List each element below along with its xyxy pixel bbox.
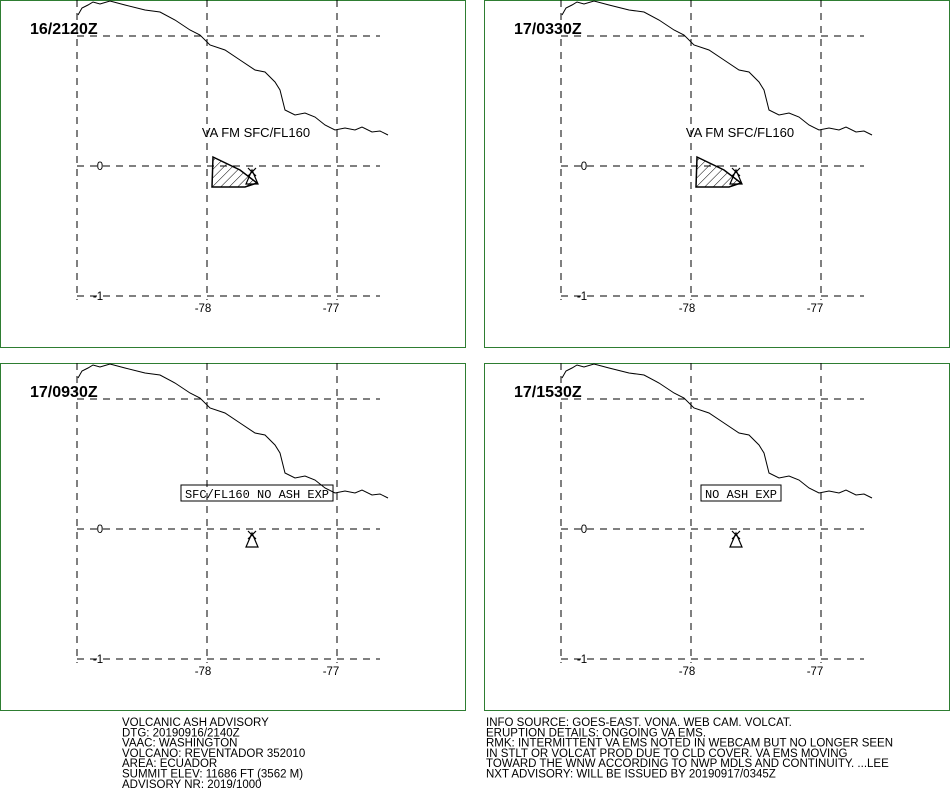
lon-label: -77 — [807, 303, 824, 315]
advisory-line: RMK: INTERMITTENT VA EMS NOTED IN WEBCAM… — [486, 738, 893, 750]
advisory-line: SUMMIT ELEV: 11686 FT (3562 M) — [122, 769, 303, 781]
coastline — [561, 363, 873, 499]
panel-frame — [484, 363, 950, 711]
map-panel: 0 -1 -78 -77 17/0930Z SFC/FL160 NO ASH EXP — [0, 363, 466, 711]
lat-label: 0 — [97, 161, 103, 173]
lat-label: -1 — [577, 654, 587, 666]
advisory-line: DTG: 20190916/2140Z — [122, 727, 240, 739]
lat-label: -1 — [577, 291, 587, 303]
lat-label: 0 — [581, 161, 587, 173]
label-box — [700, 484, 782, 502]
advisory-line: VOLCANO: REVENTADOR 352010 — [122, 748, 305, 760]
ash-area — [695, 155, 743, 188]
ash-label: VA FM SFC/FL160 — [686, 125, 794, 140]
lat-label: 0 — [581, 524, 587, 536]
ash-area — [211, 155, 259, 188]
lon-label: -77 — [323, 666, 340, 678]
lon-label: -77 — [323, 303, 340, 315]
lat-label: -1 — [93, 291, 103, 303]
lon-label: -78 — [679, 666, 696, 678]
valid-time: 16/2120Z — [30, 21, 98, 38]
advisory-line: NXT ADVISORY: WILL BE ISSUED BY 20190917… — [486, 769, 776, 781]
advisory-line: IN STLT OR VOLCAT PROD DUE TO CLD COVER.… — [486, 748, 848, 760]
lon-label: -78 — [679, 303, 696, 315]
ash-label: VA FM SFC/FL160 — [202, 125, 310, 140]
coastline — [77, 0, 389, 136]
lon-label: -77 — [807, 666, 824, 678]
advisory-line: INFO SOURCE: GOES-EAST. VONA. WEB CAM. V… — [486, 717, 792, 729]
valid-time: 17/1530Z — [514, 384, 582, 401]
advisory-line: ERUPTION DETAILS: ONGOING VA EMS. — [486, 727, 706, 739]
advisory-line: TOWARD THE WNW ACCORDING TO NWP MDLS AND… — [486, 758, 889, 770]
advisory-line: VAAC: WASHINGTON — [122, 738, 237, 750]
lon-label: -78 — [195, 666, 212, 678]
lon-label: -78 — [195, 303, 212, 315]
label-box — [180, 484, 334, 502]
valid-time: 17/0930Z — [30, 384, 98, 401]
advisory-line: AREA: ECUADOR — [122, 758, 217, 770]
panel-frame — [0, 363, 466, 711]
no-ash-label: NO ASH EXP — [705, 488, 777, 502]
lat-label: 0 — [97, 524, 103, 536]
coastline — [77, 363, 389, 499]
coastline — [561, 0, 873, 136]
lat-label: -1 — [93, 654, 103, 666]
valid-time: 17/0330Z — [514, 21, 582, 38]
volcano-symbol — [729, 530, 743, 548]
map-panel: 0 -1 -78 -77 17/1530Z NO ASH EXP — [484, 363, 950, 711]
volcano-symbol — [729, 167, 743, 185]
advisory-line: VOLCANIC ASH ADVISORY — [122, 717, 269, 729]
advisory-line: ADVISORY NR: 2019/1000 — [122, 779, 262, 791]
no-ash-label: SFC/FL160 NO ASH EXP — [185, 488, 329, 502]
volcano-symbol — [245, 167, 259, 185]
panel-frame — [0, 0, 466, 348]
volcano-symbol — [245, 530, 259, 548]
map-panel: 0 -1 -78 -77 17/0330Z VA FM SFC/FL160 — [484, 0, 950, 348]
map-panel: 0 -1 -78 -77 16/2120Z VA FM SFC/FL160 — [0, 0, 466, 348]
